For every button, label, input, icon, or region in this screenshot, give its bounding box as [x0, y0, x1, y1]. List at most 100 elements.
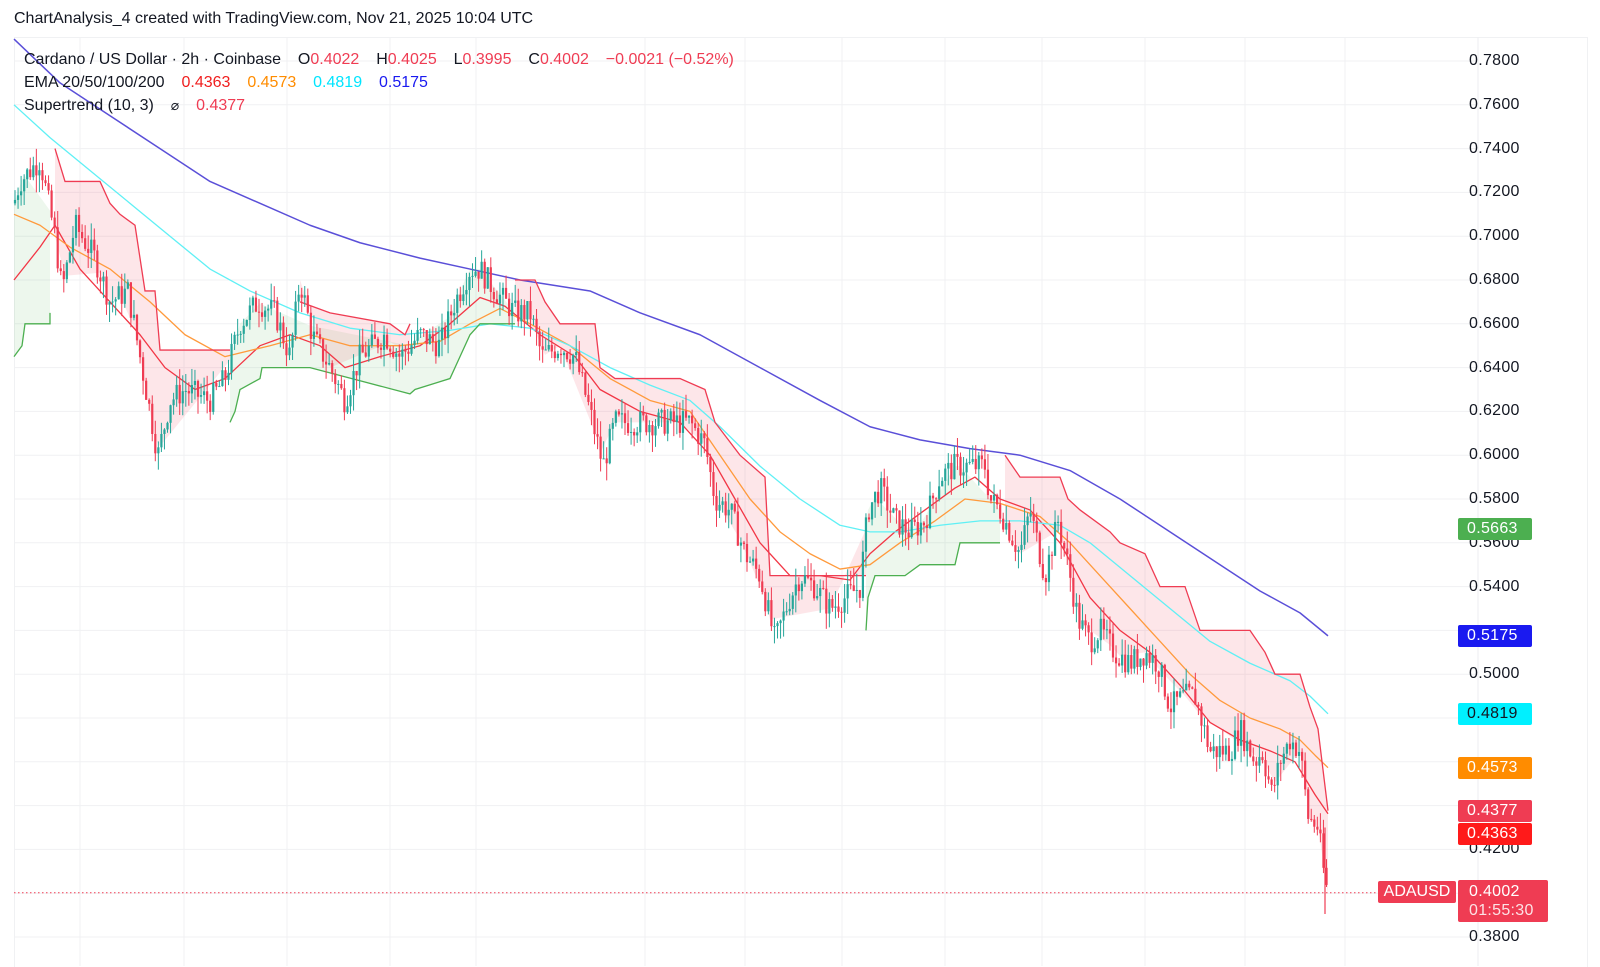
- candle-down: [709, 456, 712, 473]
- candle-up: [828, 599, 831, 614]
- candle-up: [190, 384, 193, 394]
- candle-up: [248, 305, 251, 320]
- candle-down: [758, 568, 761, 582]
- candle-down: [840, 611, 843, 613]
- candle-down: [376, 338, 380, 348]
- candle-up: [1212, 746, 1215, 752]
- candle-down: [806, 575, 810, 578]
- candle-down: [276, 300, 279, 331]
- supertrend-label: Supertrend (10, 3): [24, 97, 154, 114]
- candle-up: [203, 391, 206, 396]
- candle-down: [29, 169, 32, 178]
- candle-down: [1118, 663, 1121, 666]
- candle-down: [1002, 518, 1005, 530]
- candle-up: [864, 517, 868, 552]
- ema100-tag: 0.4819: [1458, 702, 1532, 725]
- candle-down: [581, 372, 584, 374]
- candle-up: [337, 383, 340, 385]
- candle-down: [206, 391, 209, 401]
- candle-up: [575, 352, 578, 356]
- legend-ema-row[interactable]: EMA 20/50/100/200 0.4363 0.4573 0.4819 0…: [24, 71, 734, 94]
- legend-symbol-row[interactable]: Cardano / US Dollar · 2h · Coinbase O0.4…: [24, 48, 734, 71]
- candle-up: [861, 551, 864, 598]
- ohlc-close-value: 0.4002: [539, 51, 589, 68]
- candle-down: [535, 318, 538, 332]
- candle-up: [968, 461, 971, 463]
- candle-up: [819, 587, 822, 597]
- candle-down: [1102, 618, 1105, 630]
- candle-down: [431, 334, 434, 342]
- candle-down: [334, 373, 337, 385]
- candle-down: [956, 453, 959, 457]
- candle-down: [553, 351, 556, 359]
- candle-down: [1008, 523, 1011, 541]
- candle-down: [742, 542, 746, 544]
- candle-down: [99, 277, 102, 282]
- candle-down: [672, 411, 675, 423]
- candle-down: [1227, 745, 1230, 761]
- candle-up: [938, 486, 941, 499]
- candle-up: [1297, 751, 1301, 756]
- candle-down: [590, 401, 593, 410]
- candle-up: [791, 595, 794, 609]
- candle-up: [111, 301, 114, 303]
- candle-up: [160, 433, 163, 448]
- supertrend-down-line: [54, 148, 230, 351]
- candle-down: [1069, 554, 1072, 578]
- candle-up: [992, 494, 996, 501]
- candle-down: [1142, 658, 1145, 666]
- candle-up: [501, 287, 505, 295]
- candle-up: [349, 395, 352, 407]
- candle-down: [877, 491, 880, 504]
- candle-up: [1291, 742, 1295, 750]
- candle-down: [931, 495, 935, 499]
- candle-up: [233, 334, 236, 344]
- ohlc-high-value: 0.4025: [387, 51, 437, 68]
- candle-down: [41, 170, 44, 181]
- candle-up: [102, 276, 105, 282]
- candle-up: [68, 252, 71, 263]
- candle-down: [1166, 696, 1169, 709]
- candle-up: [788, 608, 791, 612]
- candle-up: [870, 502, 874, 520]
- ohlc-low-key: L: [453, 51, 463, 68]
- legend-supertrend-row[interactable]: Supertrend (10, 3) ⌀ 0.4377: [24, 94, 734, 117]
- candle-down: [1310, 818, 1313, 820]
- candle-up: [648, 425, 651, 433]
- candle-up: [910, 519, 913, 538]
- candle-down: [1288, 743, 1291, 750]
- candle-up: [468, 276, 471, 290]
- candle-down: [142, 357, 145, 381]
- candle-down: [508, 298, 511, 317]
- candle-down: [1273, 784, 1276, 786]
- candle-down: [398, 353, 401, 357]
- candle-up: [163, 429, 166, 434]
- supertrend-down-line: [299, 301, 411, 336]
- candle-up: [291, 334, 294, 348]
- supertrend-fill: [866, 466, 1000, 631]
- candle-up: [630, 431, 633, 433]
- candle-down: [703, 433, 706, 439]
- price-axis-label: 0.5000: [1469, 665, 1520, 683]
- candle-down: [1261, 757, 1264, 761]
- candle-down: [355, 371, 358, 376]
- candle-up: [730, 503, 733, 510]
- eye-off-icon[interactable]: ⌀: [170, 97, 180, 113]
- candle-down: [1270, 779, 1273, 785]
- ema20-value: 0.4363: [181, 74, 231, 91]
- candle-up: [230, 343, 233, 373]
- candle-down: [663, 409, 666, 434]
- candle-down: [321, 339, 325, 362]
- candle-down: [578, 352, 581, 373]
- candle-up: [413, 340, 416, 346]
- candle-up: [1075, 602, 1078, 607]
- candle-up: [1105, 629, 1108, 631]
- candle-up: [1121, 654, 1124, 666]
- candle-up: [611, 422, 614, 429]
- candle-down: [1050, 554, 1054, 556]
- candle-down: [517, 300, 520, 322]
- supertrend-fill: [14, 175, 50, 357]
- candle-down: [77, 214, 81, 233]
- candle-up: [312, 331, 315, 339]
